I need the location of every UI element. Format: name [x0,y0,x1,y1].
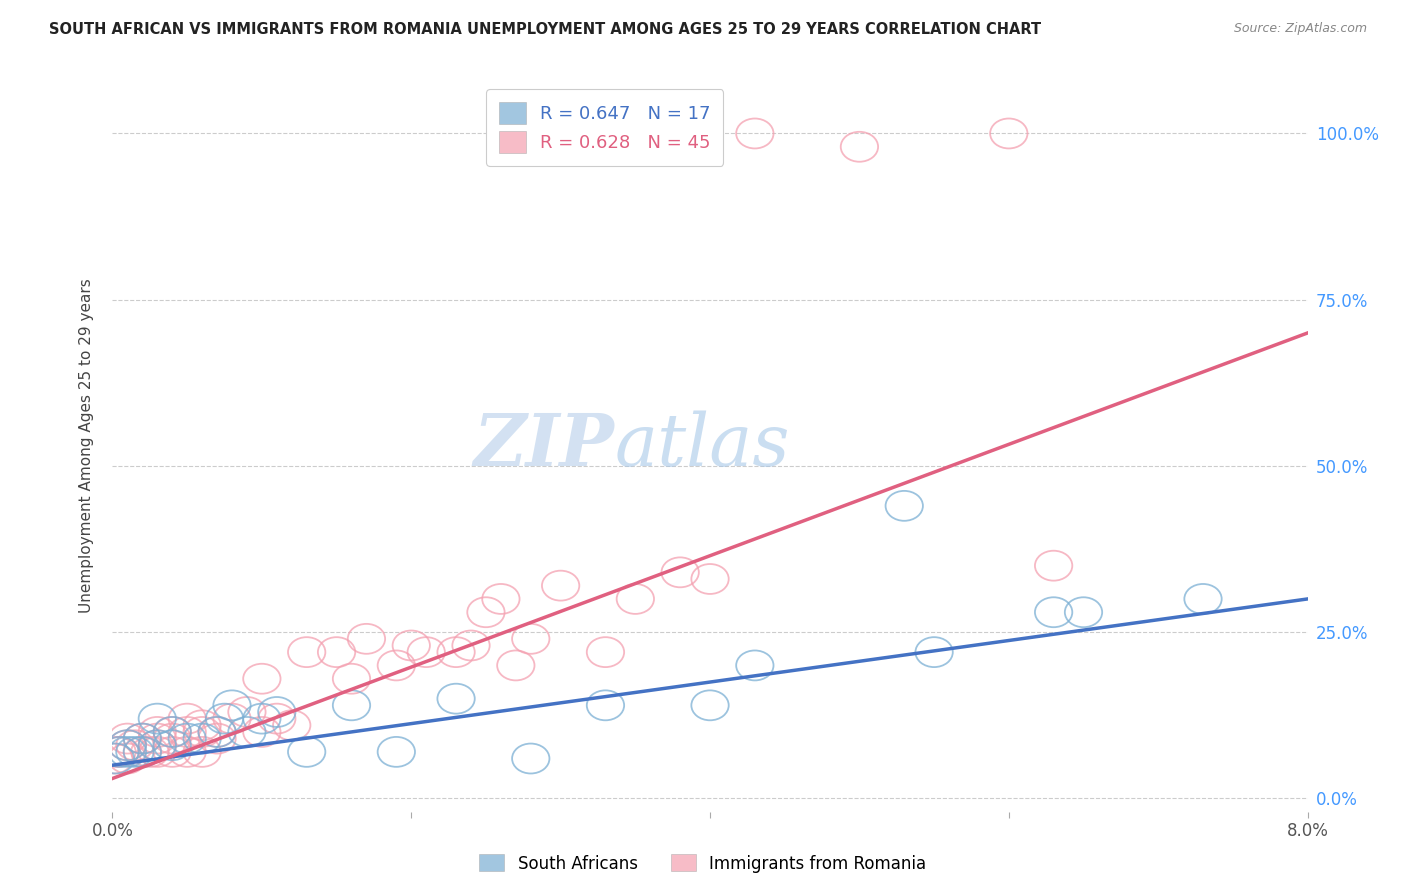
Text: ZIP: ZIP [474,410,614,482]
Legend: R = 0.647   N = 17, R = 0.628   N = 45: R = 0.647 N = 17, R = 0.628 N = 45 [486,89,723,166]
Y-axis label: Unemployment Among Ages 25 to 29 years: Unemployment Among Ages 25 to 29 years [79,278,94,614]
Text: SOUTH AFRICAN VS IMMIGRANTS FROM ROMANIA UNEMPLOYMENT AMONG AGES 25 TO 29 YEARS : SOUTH AFRICAN VS IMMIGRANTS FROM ROMANIA… [49,22,1042,37]
Text: Source: ZipAtlas.com: Source: ZipAtlas.com [1233,22,1367,36]
Text: atlas: atlas [614,410,790,482]
Legend: South Africans, Immigrants from Romania: South Africans, Immigrants from Romania [472,847,934,880]
